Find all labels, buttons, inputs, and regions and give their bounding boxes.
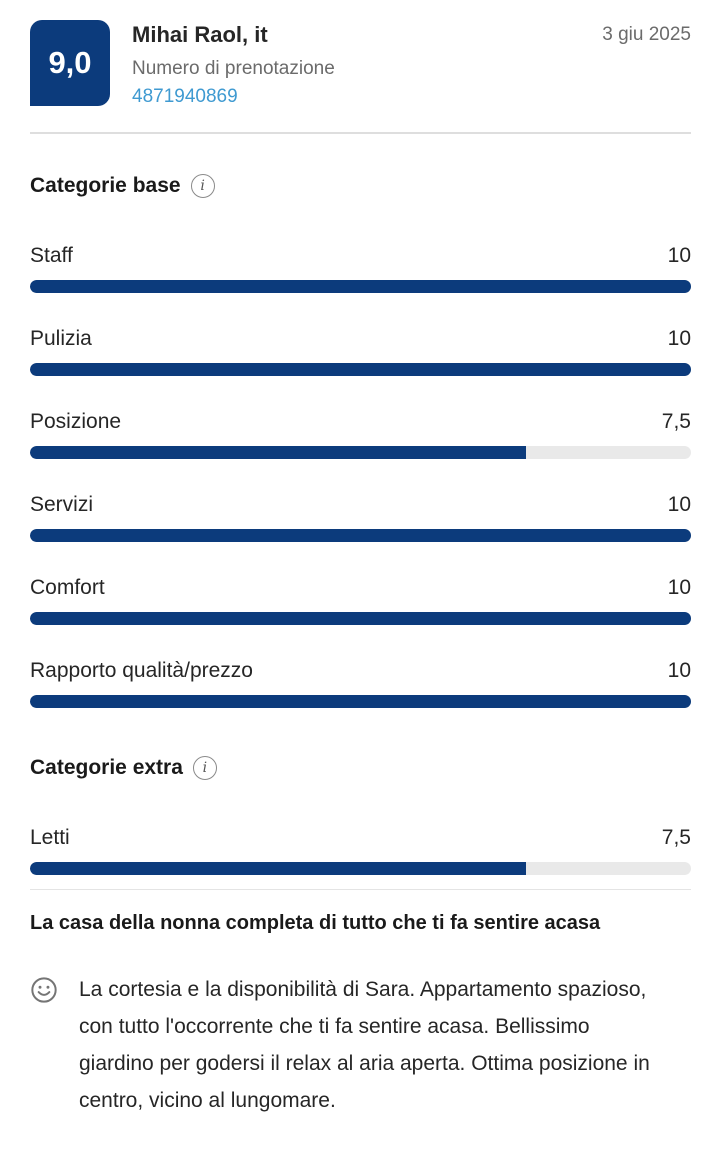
category-row-comfort: Comfort 10 (30, 576, 691, 625)
review-header: 9,0 Mihai Raol, it Numero di prenotazion… (30, 20, 691, 108)
category-label: Posizione (30, 410, 122, 433)
score-bar-track (30, 695, 691, 708)
category-score: 10 (667, 244, 691, 267)
score-badge: 9,0 (30, 20, 110, 106)
score-bar-track (30, 363, 691, 376)
review-positive-text: La cortesia e la disponibilità di Sara. … (79, 978, 650, 1112)
category-score: 10 (667, 327, 691, 350)
review-title: La casa della nonna completa di tutto ch… (30, 912, 601, 934)
booking-number-label: Numero di prenotazione (132, 58, 335, 79)
score-bar-fill (30, 446, 526, 459)
info-icon[interactable]: i (190, 174, 215, 198)
category-score: 7,5 (661, 410, 691, 433)
section-heading-categorie-base: Categorie base i (30, 174, 691, 198)
category-row-pulizia: Pulizia 10 (30, 327, 691, 376)
score-value: 9,0 (48, 45, 92, 80)
score-bar-fill (30, 862, 526, 875)
category-score: 10 (667, 493, 691, 516)
category-label: Rapporto qualità/prezzo (30, 659, 253, 682)
category-row-servizi: Servizi 10 (30, 493, 691, 542)
info-icon[interactable]: i (192, 756, 217, 780)
category-row-posizione: Posizione 7,5 (30, 410, 691, 459)
category-score: 7,5 (661, 826, 691, 849)
score-bar-fill (30, 363, 691, 376)
category-label: Servizi (30, 493, 94, 516)
score-bar-track (30, 280, 691, 293)
category-label: Staff (30, 244, 73, 267)
score-bar-track (30, 446, 691, 459)
header-divider (30, 132, 691, 134)
score-bar-fill (30, 529, 691, 542)
review-divider (30, 889, 691, 890)
guest-info: Mihai Raol, it Numero di prenotazione 48… (132, 20, 602, 108)
category-label: Pulizia (30, 327, 92, 350)
category-label: Letti (30, 826, 70, 849)
category-row-rapporto-qualita-prezzo: Rapporto qualità/prezzo 10 (30, 659, 691, 708)
score-bar-track (30, 529, 691, 542)
category-row-letti: Letti 7,5 (30, 826, 691, 875)
happy-face-icon (30, 976, 58, 1009)
review-date: 3 giu 2025 (602, 24, 691, 45)
score-bar-track (30, 612, 691, 625)
category-row-staff: Staff 10 (30, 244, 691, 293)
review-detail-panel: 9,0 Mihai Raol, it Numero di prenotazion… (30, 20, 691, 1119)
section-title: Categorie extra (30, 756, 183, 779)
category-score: 10 (667, 659, 691, 682)
score-bar-track (30, 862, 691, 875)
category-label: Comfort (30, 576, 105, 599)
section-heading-categorie-extra: Categorie extra i (30, 756, 691, 780)
booking-number-link[interactable]: 4871940869 (132, 86, 238, 107)
category-score: 10 (667, 576, 691, 599)
guest-name: Mihai Raol, it (132, 22, 268, 47)
section-title: Categorie base (30, 174, 181, 197)
review-positive-block: La cortesia e la disponibilità di Sara. … (30, 971, 691, 1119)
score-bar-fill (30, 612, 691, 625)
score-bar-fill (30, 695, 691, 708)
score-bar-fill (30, 280, 691, 293)
